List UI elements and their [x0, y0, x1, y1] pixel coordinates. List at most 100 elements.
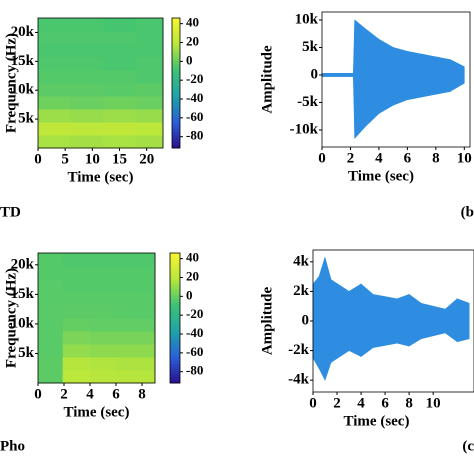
colorbar-segment [172, 57, 180, 61]
heatmap-cell [38, 266, 64, 280]
y-axis-label: Frequency (Hz) [3, 33, 19, 133]
heatmap-cell [103, 109, 137, 123]
colorbar-segment [170, 318, 180, 322]
y-axis-label: Amplitude [259, 45, 275, 114]
heatmap-cell [38, 57, 72, 71]
heatmap-cell [62, 357, 91, 371]
x-axis-label: Time (sec) [344, 413, 410, 429]
caption: (c [462, 438, 474, 454]
colorbar-segment [170, 269, 180, 273]
colorbar-tick-label: 0 [186, 287, 193, 302]
colorbar-segment [170, 370, 180, 374]
heatmap-cell [90, 344, 117, 358]
heatmap-cell [62, 344, 91, 358]
y-tick-label: 2k [293, 283, 310, 299]
colorbar-segment [170, 298, 180, 303]
colorbar-segment [170, 279, 180, 283]
x-tick-label: 4 [375, 150, 383, 166]
heatmap-cell [62, 305, 91, 319]
colorbar-tick-label: 40 [186, 250, 199, 265]
colorbar-segment [172, 27, 180, 32]
caption: (b [461, 204, 474, 220]
colorbar-segment [170, 344, 180, 348]
colorbar-segment [170, 301, 180, 306]
colorbar-tick-label: 20 [186, 33, 199, 48]
y-tick-label: 10k [295, 11, 319, 27]
y-tick-label: 10k [11, 82, 35, 98]
colorbar-segment [170, 321, 180, 325]
heatmap-cell [90, 331, 117, 345]
colorbar-tick-label: -80 [186, 128, 203, 143]
heatmap-cell [90, 292, 117, 306]
x-tick-label: 2 [347, 150, 355, 166]
colorbar-frame [169, 252, 181, 384]
waveform-segment [321, 73, 354, 77]
colorbar-segment [172, 96, 180, 100]
heatmap-cell [116, 292, 156, 306]
colorbar-segment [170, 347, 180, 351]
x-tick-label: 6 [112, 386, 120, 402]
heatmap-cell [38, 331, 64, 345]
x-tick-label: 0 [318, 150, 326, 166]
heatmap-cell [70, 31, 104, 45]
y-axis-label: Frequency (Hz) [3, 268, 19, 368]
colorbar-tick-label: -60 [186, 344, 203, 359]
x-axis-label: Time (sec) [64, 404, 130, 420]
heatmap-cell [62, 331, 91, 345]
x-tick-label: 0 [34, 386, 42, 402]
heatmap-cell [103, 96, 137, 110]
heatmap-cell [135, 83, 164, 97]
heatmap-cell [38, 292, 64, 306]
colorbar-tick-label: 40 [186, 15, 199, 30]
colorbar-segment [172, 105, 180, 110]
heatmap-cell [38, 305, 64, 319]
heatmap-cell [90, 305, 117, 319]
heatmap-cell [103, 44, 137, 58]
colorbar-segment [172, 34, 180, 38]
colorbar-segment [170, 350, 180, 355]
colorbar-segment [172, 118, 180, 123]
waveform-segment [407, 50, 422, 101]
colorbar-segment [170, 373, 180, 377]
heatmap-cell [62, 292, 91, 306]
plot-frame [37, 17, 164, 149]
colorbar-segment [172, 109, 180, 113]
colorbar-segment [170, 327, 180, 332]
waveform-segment [324, 257, 332, 381]
colorbar-segment [172, 21, 180, 25]
heatmap-cell [38, 96, 72, 110]
y-axis-label: Amplitude [259, 286, 275, 355]
heatmap-cell [90, 370, 117, 384]
heatmap-cell [70, 18, 104, 32]
heatmap-cell [90, 318, 117, 332]
waveform-segment [408, 293, 422, 347]
caption: Pho [0, 438, 25, 454]
heatmap-cell [38, 70, 72, 84]
colorbar-segment [170, 363, 180, 368]
heatmap-cell [116, 253, 156, 267]
waveform-segment [392, 47, 408, 106]
colorbar-tick-label: -40 [186, 90, 203, 105]
colorbar-segment [172, 102, 180, 107]
colorbar-tick-label: -20 [186, 306, 203, 321]
waveform-segment [378, 38, 394, 114]
colorbar-segment [172, 79, 180, 84]
colorbar-segment [172, 60, 180, 64]
heatmap-cell [103, 31, 137, 45]
colorbar-segment [170, 340, 180, 345]
colorbar-segment [172, 125, 180, 129]
colorbar-segment [170, 253, 180, 257]
heatmap-cell [62, 266, 91, 280]
x-tick-label: 15 [112, 151, 127, 167]
colorbar-segment [172, 40, 180, 45]
heatmap-cell [90, 266, 117, 280]
heatmap-cell [62, 279, 91, 293]
colorbar-tick-label: 20 [186, 268, 199, 283]
colorbar-segment [170, 366, 180, 371]
colorbar-segment [170, 282, 180, 286]
waveform-segment [421, 53, 437, 98]
colorbar-segment [172, 99, 180, 103]
y-tick-label: 5k [18, 345, 35, 361]
heatmap-cell [135, 57, 164, 71]
colorbar-segment [172, 73, 180, 77]
